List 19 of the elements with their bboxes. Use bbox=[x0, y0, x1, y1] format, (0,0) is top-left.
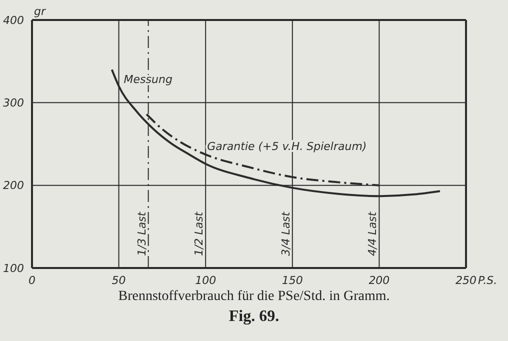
x-tick-label: 250 bbox=[456, 274, 476, 287]
y-axis-title: gr bbox=[34, 5, 47, 18]
x-tick-label: 150 bbox=[282, 274, 303, 287]
x-tick-label: 0 bbox=[28, 274, 36, 287]
x-tick-label: 50 bbox=[112, 274, 126, 287]
y-tick-label: 400 bbox=[3, 14, 24, 27]
ref-line-label: 3/4 Last bbox=[279, 211, 292, 256]
y-tick-label: 200 bbox=[3, 179, 24, 192]
y-tick-label: 300 bbox=[3, 96, 24, 110]
ref-line-label: 1/2 Last bbox=[192, 211, 206, 256]
x-tick-label: 100 bbox=[195, 274, 216, 287]
y-tick-label: 100 bbox=[3, 262, 24, 275]
x-axis-title: P.S. bbox=[478, 274, 498, 287]
ref-line-label: 1/3 Last bbox=[135, 211, 148, 256]
x-tick-label: 200 bbox=[368, 274, 390, 287]
ref-line-label: 4/4 Last bbox=[366, 211, 380, 256]
text: Brennstoffverbrauch für die PSe/Std. in Gramm. bbox=[117, 288, 391, 306]
series-label: Messung bbox=[124, 73, 172, 86]
caption: Fig. 69. bbox=[228, 307, 280, 327]
